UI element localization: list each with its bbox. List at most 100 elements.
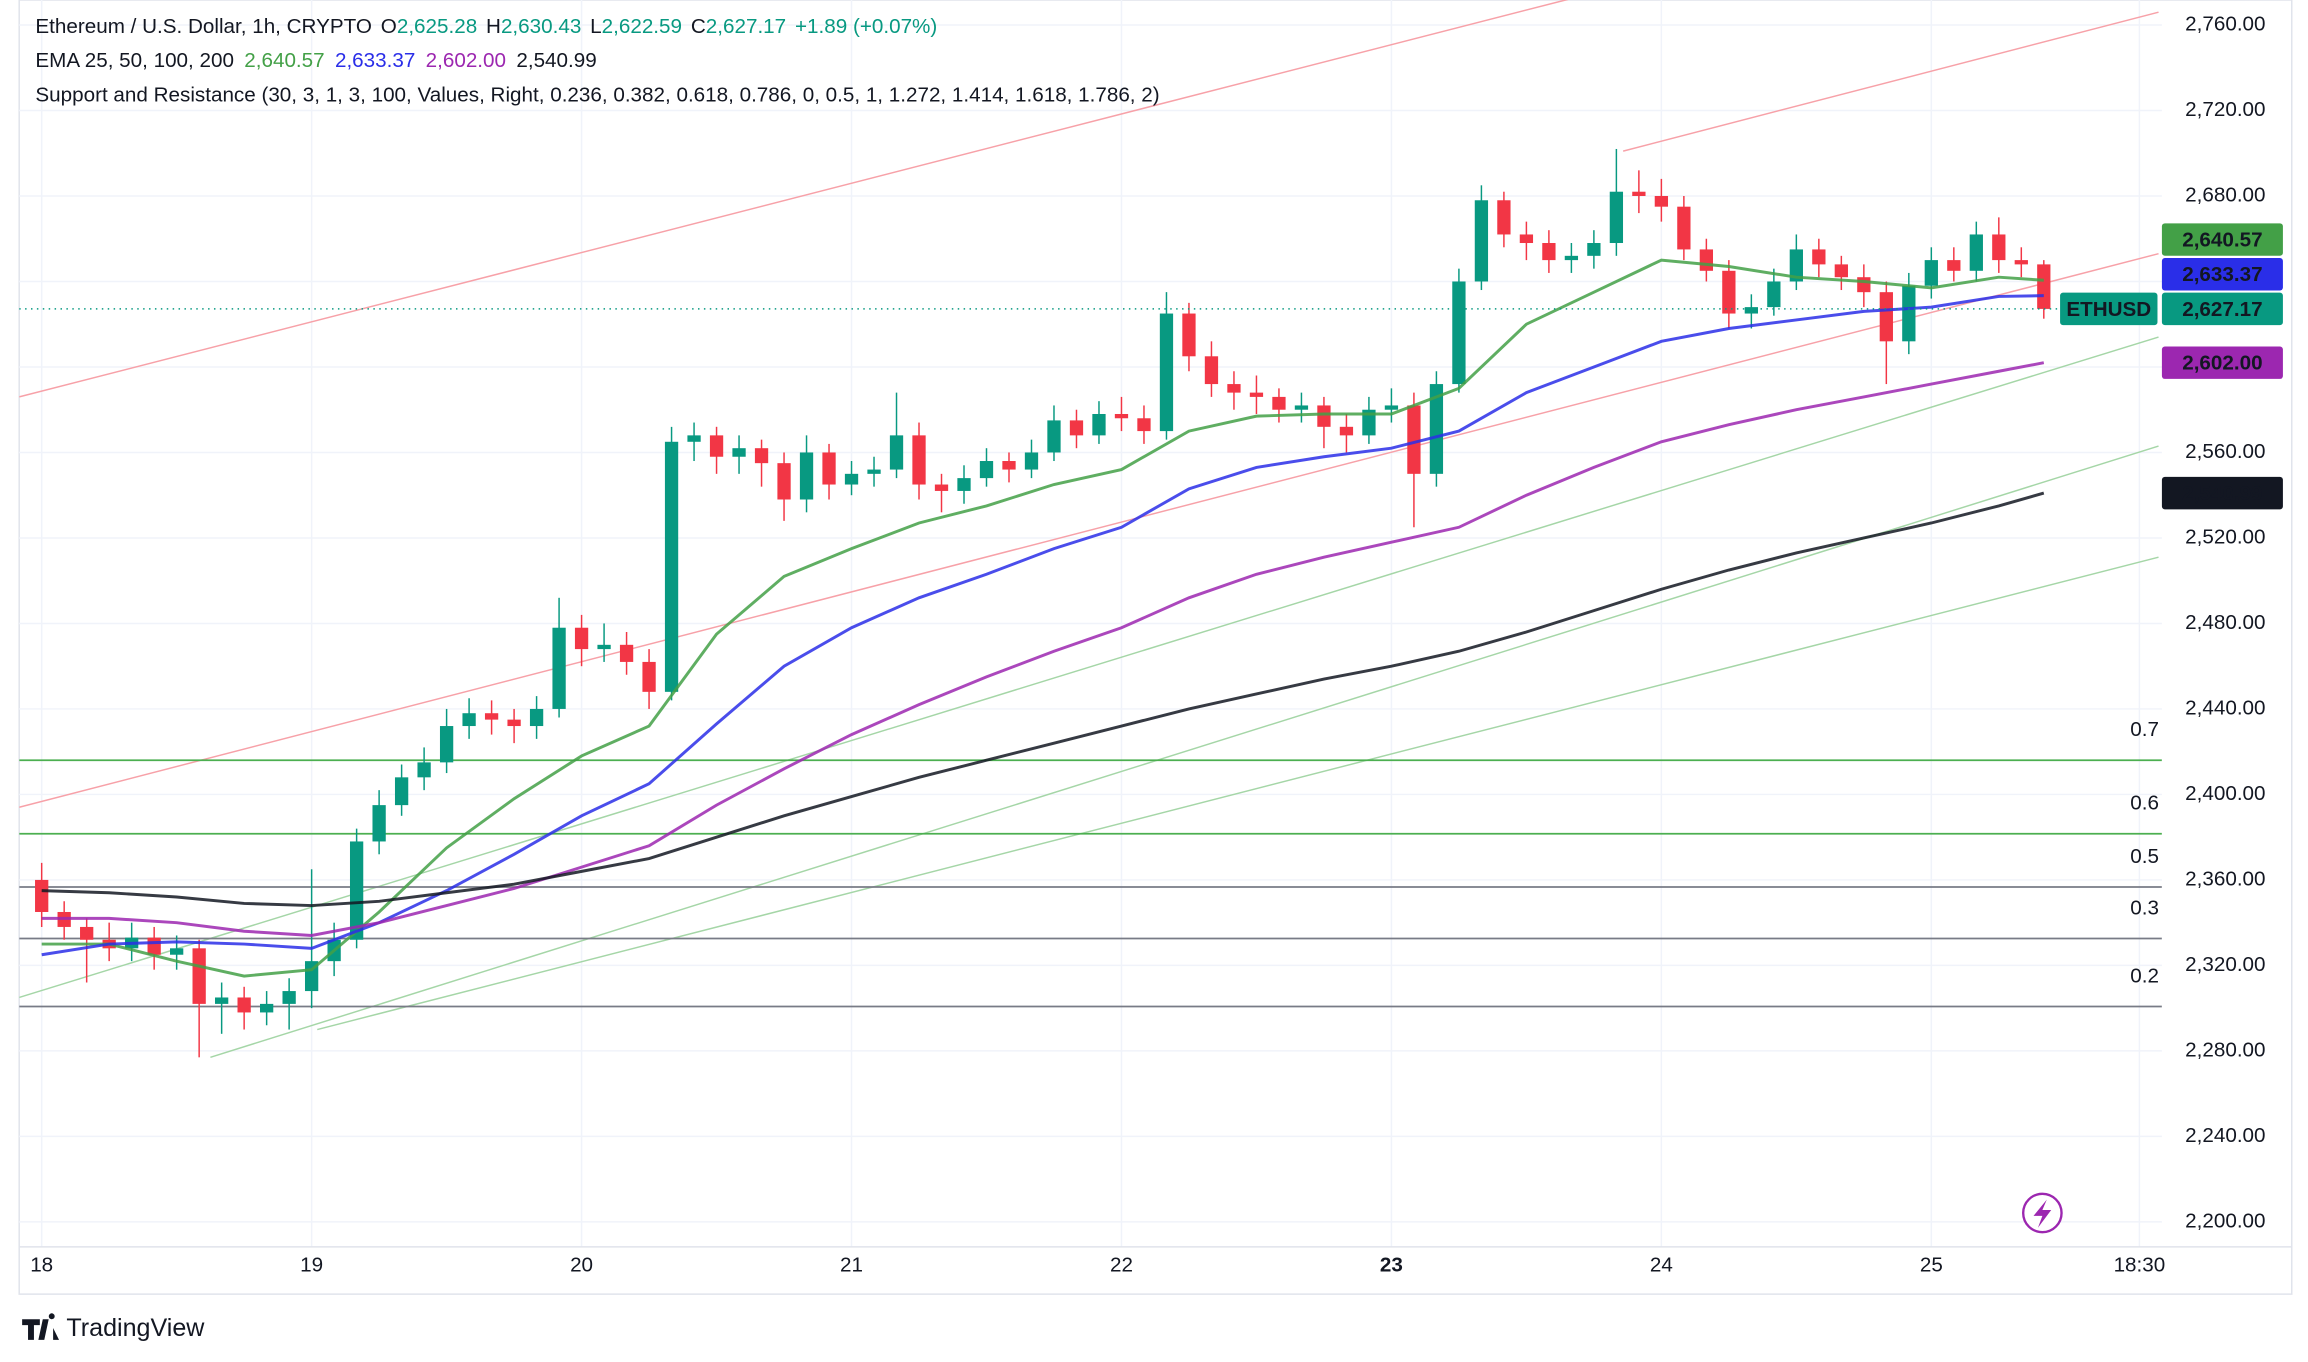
candle-body: [1744, 307, 1758, 314]
y-tick-label: 2,280.00: [2185, 1038, 2265, 1061]
x-tick-label: 18:30: [2114, 1254, 2166, 1277]
candle-body: [417, 762, 431, 778]
candle-body: [1137, 418, 1151, 432]
candle-body: [1294, 405, 1309, 410]
candle-body: [664, 441, 679, 692]
candle-body: [1587, 243, 1601, 256]
ema-line: [41, 491, 2045, 908]
candle-body: [1407, 405, 1421, 474]
legend-line-2: EMA 25, 50, 100, 200 2,640.57 2,633.37 2,60…: [35, 49, 596, 72]
axes: 2,200.00 2,240.00 2,280.00 2,320.00 2,360.00…: [19, 12, 2292, 1277]
y-tick-label: 2,520.00: [2185, 525, 2265, 548]
y-tick-label: 2,320.00: [2185, 953, 2265, 976]
level-label: 0.5: [2130, 845, 2159, 868]
candle-body: [1182, 313, 1196, 357]
candle-body: [372, 805, 386, 842]
x-tick-label: 23: [1380, 1254, 1403, 1277]
x-tick-label: 18: [30, 1254, 53, 1277]
candle-body: [1474, 200, 1489, 282]
candle-body: [597, 644, 611, 650]
candle-body: [349, 841, 364, 940]
candle-body: [799, 452, 814, 500]
level-label: 0.7: [2130, 718, 2159, 741]
candle-body: [1812, 249, 1826, 265]
level-label: 0.6: [2130, 792, 2159, 815]
price-badge-label: 2,633.37: [2182, 263, 2262, 286]
trend-line: [317, 556, 2159, 1031]
trend-line: [19, 252, 2159, 808]
y-tick-label: 2,440.00: [2185, 696, 2265, 719]
candle-body: [1789, 249, 1803, 282]
y-tick-label: 2,560.00: [2185, 440, 2265, 463]
candle-body: [1362, 409, 1376, 436]
price-badge-label: 2,602.00: [2182, 352, 2262, 375]
price-badge: [2161, 257, 2283, 291]
ema-line: [41, 258, 2044, 978]
candle-body: [1834, 264, 1848, 278]
x-tick-label: 24: [1650, 1254, 1673, 1277]
replay-icon[interactable]: [2022, 1192, 2063, 1234]
x-tick-label: 19: [300, 1254, 323, 1277]
candle-body: [1519, 234, 1534, 244]
trend-line: [210, 445, 2159, 1059]
y-tick-label: 2,760.00: [2185, 12, 2265, 35]
icon-bolt[interactable]: [2033, 1199, 2052, 1228]
y-tick-label: 2,240.00: [2185, 1124, 2265, 1147]
candle-body: [1879, 292, 1893, 342]
candle-body: [732, 448, 746, 457]
level-label: 0.3: [2130, 896, 2159, 919]
candle-body: [844, 473, 859, 485]
symbol-badge-label: ETHUSD: [2066, 298, 2151, 321]
candle-body: [1159, 313, 1174, 432]
candle-body: [1317, 405, 1331, 427]
ema-value: 2,540.99: [516, 49, 596, 72]
price-badge-label: 2,627.17: [2182, 298, 2262, 321]
x-tick-label: 20: [570, 1254, 593, 1277]
brand-logo[interactable]: [22, 1313, 60, 1340]
candle-body: [1002, 461, 1016, 470]
candle-body: [1204, 356, 1219, 385]
brand[interactable]: TradingView: [22, 1313, 205, 1342]
candle-body: [957, 478, 971, 491]
ema-line: [41, 361, 2045, 937]
candle-body: [1069, 420, 1084, 436]
candle-body: [1024, 452, 1039, 470]
candle-body: [777, 463, 791, 500]
candle-body: [147, 937, 161, 955]
candle-body: [439, 726, 454, 763]
candle-body: [1947, 260, 1961, 271]
ema-value: 2,633.37: [335, 49, 415, 72]
legend-line-1: Ethereum / U.S. Dollar, 1h, CRYPTO O2,625…: [35, 15, 937, 38]
candle-body: [529, 708, 544, 727]
candle-body: [687, 435, 701, 442]
candle-body: [1609, 191, 1624, 244]
candle-body: [35, 879, 49, 912]
plot-area: [19, 0, 2162, 1059]
candle-body: [170, 948, 184, 955]
candle-body: [1114, 413, 1129, 419]
candle-body: [1497, 200, 1511, 235]
ema-label: EMA 25, 50, 100, 200: [35, 49, 234, 72]
ema-value: 2,602.00: [426, 49, 506, 72]
price-badge-label: 2,640.57: [2182, 228, 2262, 251]
candle-body: [1047, 420, 1061, 453]
candle-body: [215, 997, 229, 1004]
brand-name[interactable]: TradingView: [66, 1314, 205, 1342]
x-tick-label: 21: [840, 1254, 863, 1277]
trend-line: [19, 0, 1569, 398]
y-tick-label: 2,360.00: [2185, 867, 2265, 890]
candle-body: [574, 627, 589, 650]
price-badge: [2161, 223, 2283, 256]
ohlc-key: O: [381, 15, 397, 38]
x-tick-label: 22: [1110, 1254, 1133, 1277]
y-tick-label: 2,680.00: [2185, 183, 2265, 206]
price-badge: [2161, 346, 2283, 379]
level-label: 0.2: [2130, 964, 2159, 987]
candle-body: [1564, 255, 1579, 261]
candle-body: [552, 627, 566, 709]
candle-body: [934, 484, 949, 491]
candle-body: [1654, 195, 1669, 207]
price-badge-label: 2,540.99: [2182, 482, 2262, 505]
